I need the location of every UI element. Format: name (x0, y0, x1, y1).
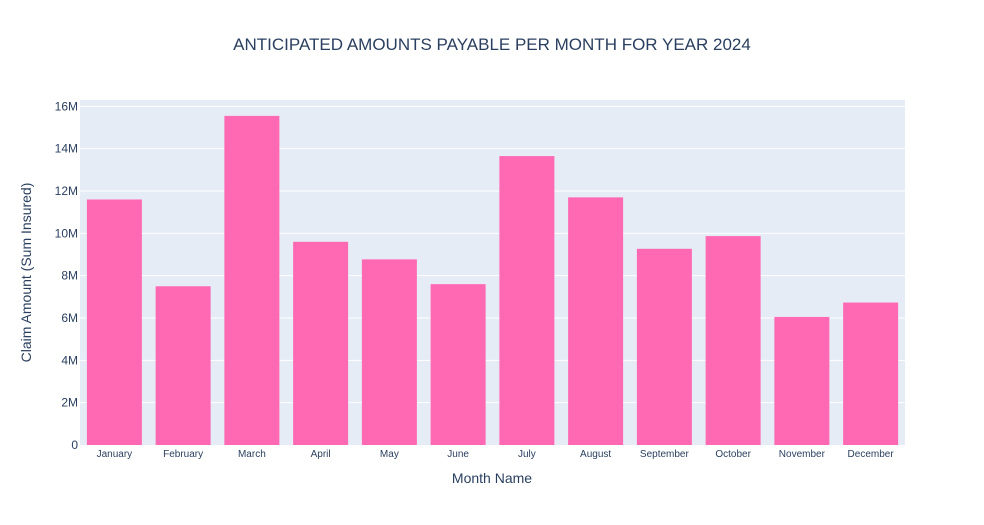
chart-title: ANTICIPATED AMOUNTS PAYABLE PER MONTH FO… (233, 35, 751, 54)
bar-june[interactable] (430, 284, 486, 445)
bar-february[interactable] (155, 286, 211, 445)
y-axis-title: Claim Amount (Sum Insured) (18, 183, 34, 363)
bar-april[interactable] (293, 241, 349, 445)
bar-september[interactable] (636, 248, 692, 445)
y-tick-label: 0 (71, 438, 78, 452)
y-tick-label: 10M (55, 226, 78, 240)
x-tick-label: October (715, 449, 751, 460)
x-tick-label: July (518, 449, 536, 460)
x-tick-label: April (311, 449, 331, 460)
x-tick-label: March (238, 449, 266, 460)
x-tick-label: August (580, 449, 611, 460)
x-tick-label: December (848, 449, 895, 460)
x-tick-label: February (163, 449, 203, 460)
y-tick-label: 12M (55, 184, 78, 198)
bar-august[interactable] (568, 197, 624, 445)
gridlines (80, 105, 905, 404)
bar-july[interactable] (499, 156, 555, 445)
y-tick-label: 8M (61, 269, 78, 283)
plot-area (80, 100, 905, 445)
y-tick-label: 6M (61, 311, 78, 325)
y-tick-label: 14M (55, 142, 78, 156)
y-axis-ticks: 0 2M 4M 6M 8M 10M 12M 14M 16M (55, 99, 79, 452)
x-axis-title: Month Name (452, 470, 532, 486)
bar-october[interactable] (705, 236, 761, 445)
bar-january[interactable] (86, 199, 142, 445)
x-tick-label: May (380, 449, 399, 460)
bars (86, 115, 899, 445)
y-tick-label: 16M (55, 99, 78, 113)
bar-may[interactable] (361, 259, 417, 445)
y-tick-label: 4M (61, 353, 78, 367)
y-tick-label: 2M (61, 396, 78, 410)
x-tick-label: June (447, 449, 469, 460)
bar-november[interactable] (774, 316, 830, 445)
x-tick-label: September (640, 449, 690, 460)
x-tick-label: January (97, 449, 133, 460)
bar-march[interactable] (224, 115, 280, 445)
x-axis-ticks: January February March April May June July Augu… (97, 449, 895, 460)
bar-december[interactable] (843, 302, 899, 445)
x-tick-label: November (779, 449, 826, 460)
